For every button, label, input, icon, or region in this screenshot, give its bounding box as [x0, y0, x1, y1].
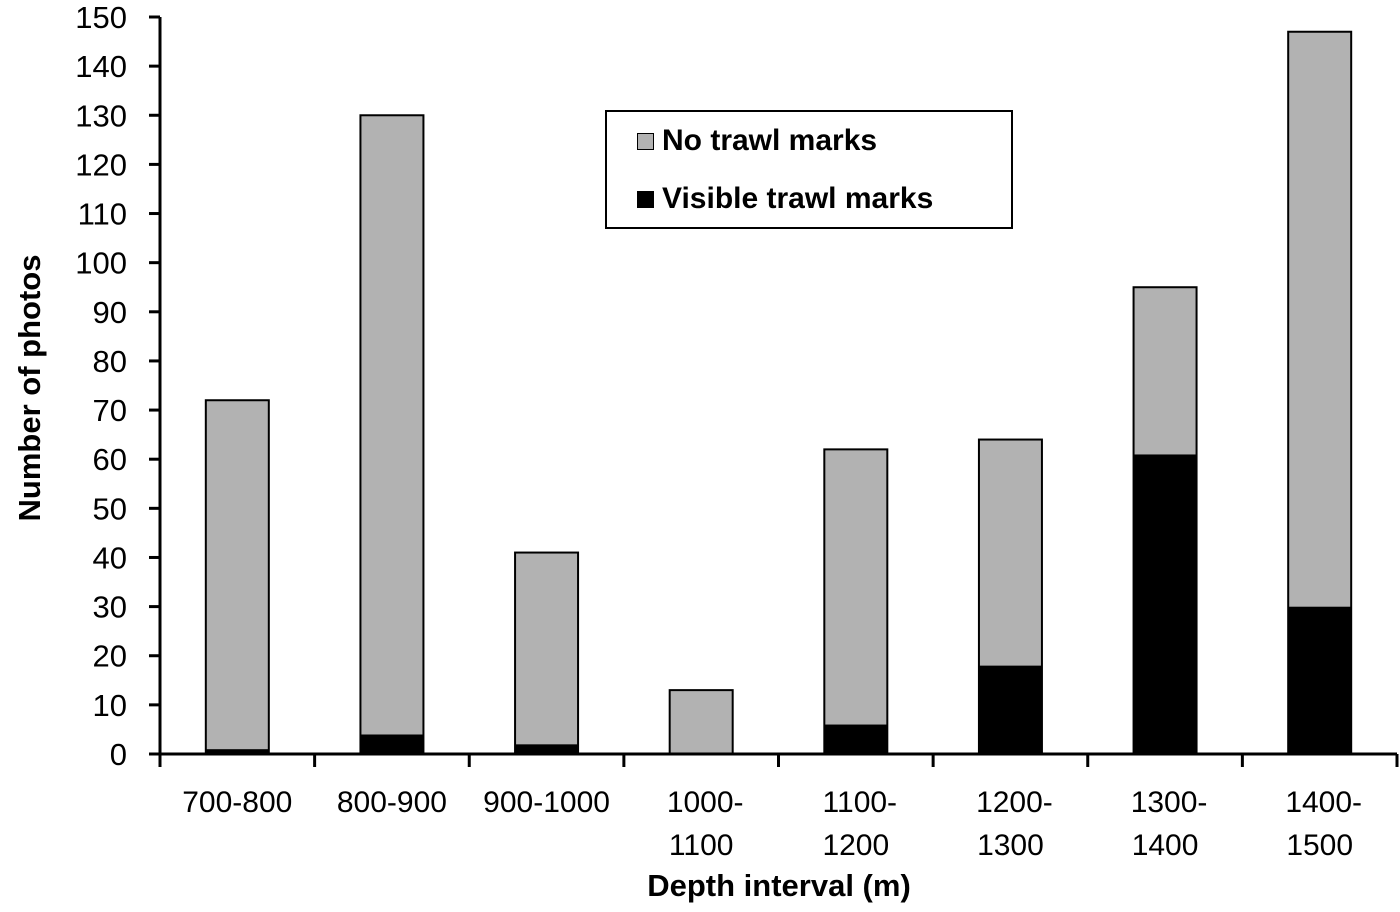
x-tick-label: 1500: [1286, 829, 1353, 862]
bar-segment: [1288, 606, 1352, 754]
bar-segment: [824, 724, 888, 754]
y-tick-label: 30: [93, 590, 127, 625]
y-tick-label: 130: [75, 98, 127, 133]
y-tick-label: 50: [93, 491, 127, 526]
y-tick-label: 150: [75, 0, 127, 35]
y-tick-label: 0: [110, 737, 127, 772]
x-axis-label: Depth interval (m): [647, 868, 911, 903]
legend-swatch-black-icon: [637, 190, 654, 208]
x-tick-label: 900-1000: [483, 786, 610, 819]
y-tick-label: 70: [93, 393, 127, 428]
y-tick-label: 40: [93, 540, 127, 575]
x-tick-label: 1300-: [1131, 786, 1208, 819]
legend-label: Visible trawl marks: [662, 182, 934, 215]
x-tick-label: 1300: [977, 829, 1044, 862]
y-tick-label: 90: [93, 295, 127, 330]
legend-item-no-trawl: No trawl marks: [637, 124, 877, 158]
x-tick-label: 1200: [822, 829, 889, 862]
bar-segment: [360, 734, 424, 754]
x-tick-label: 1200-: [976, 786, 1053, 819]
bar-segment: [1288, 31, 1352, 607]
y-axis-label: Number of photos: [12, 254, 47, 522]
bar-segment: [824, 449, 888, 725]
bar-segment: [360, 115, 424, 735]
y-tick-label: 120: [75, 147, 127, 182]
y-tick-label: 100: [75, 246, 127, 281]
y-tick-label: 60: [93, 442, 127, 477]
bar-segment: [1133, 454, 1197, 754]
y-tick-label: 80: [93, 344, 127, 379]
x-tick-label: 1400: [1132, 829, 1199, 862]
bar-segment: [515, 552, 579, 745]
bar-segment: [1133, 287, 1197, 455]
bar-segment: [978, 665, 1042, 754]
bar-segment: [978, 439, 1042, 666]
legend-label: No trawl marks: [662, 124, 878, 157]
bar-segment: [515, 744, 579, 754]
x-tick-label: 800-900: [337, 786, 447, 819]
legend-swatch-gray-icon: [637, 132, 654, 150]
y-tick-label: 140: [75, 49, 127, 84]
y-tick-label: 10: [93, 688, 127, 723]
x-tick-label: 1000-: [667, 786, 744, 819]
y-tick-label: 20: [93, 639, 127, 674]
x-tick-label: 1400-: [1285, 786, 1362, 819]
x-tick-label: 1100: [669, 829, 734, 862]
y-tick-label: 110: [78, 197, 127, 232]
x-tick-label: 700-800: [182, 786, 292, 819]
x-tick-label: 1100-: [823, 786, 898, 819]
bar-segment: [669, 690, 733, 754]
legend-item-visible-trawl: Visible trawl marks: [637, 182, 933, 216]
legend: No trawl marks Visible trawl marks: [605, 110, 1013, 229]
bar-segment: [205, 749, 269, 754]
bar-segment: [205, 400, 269, 750]
